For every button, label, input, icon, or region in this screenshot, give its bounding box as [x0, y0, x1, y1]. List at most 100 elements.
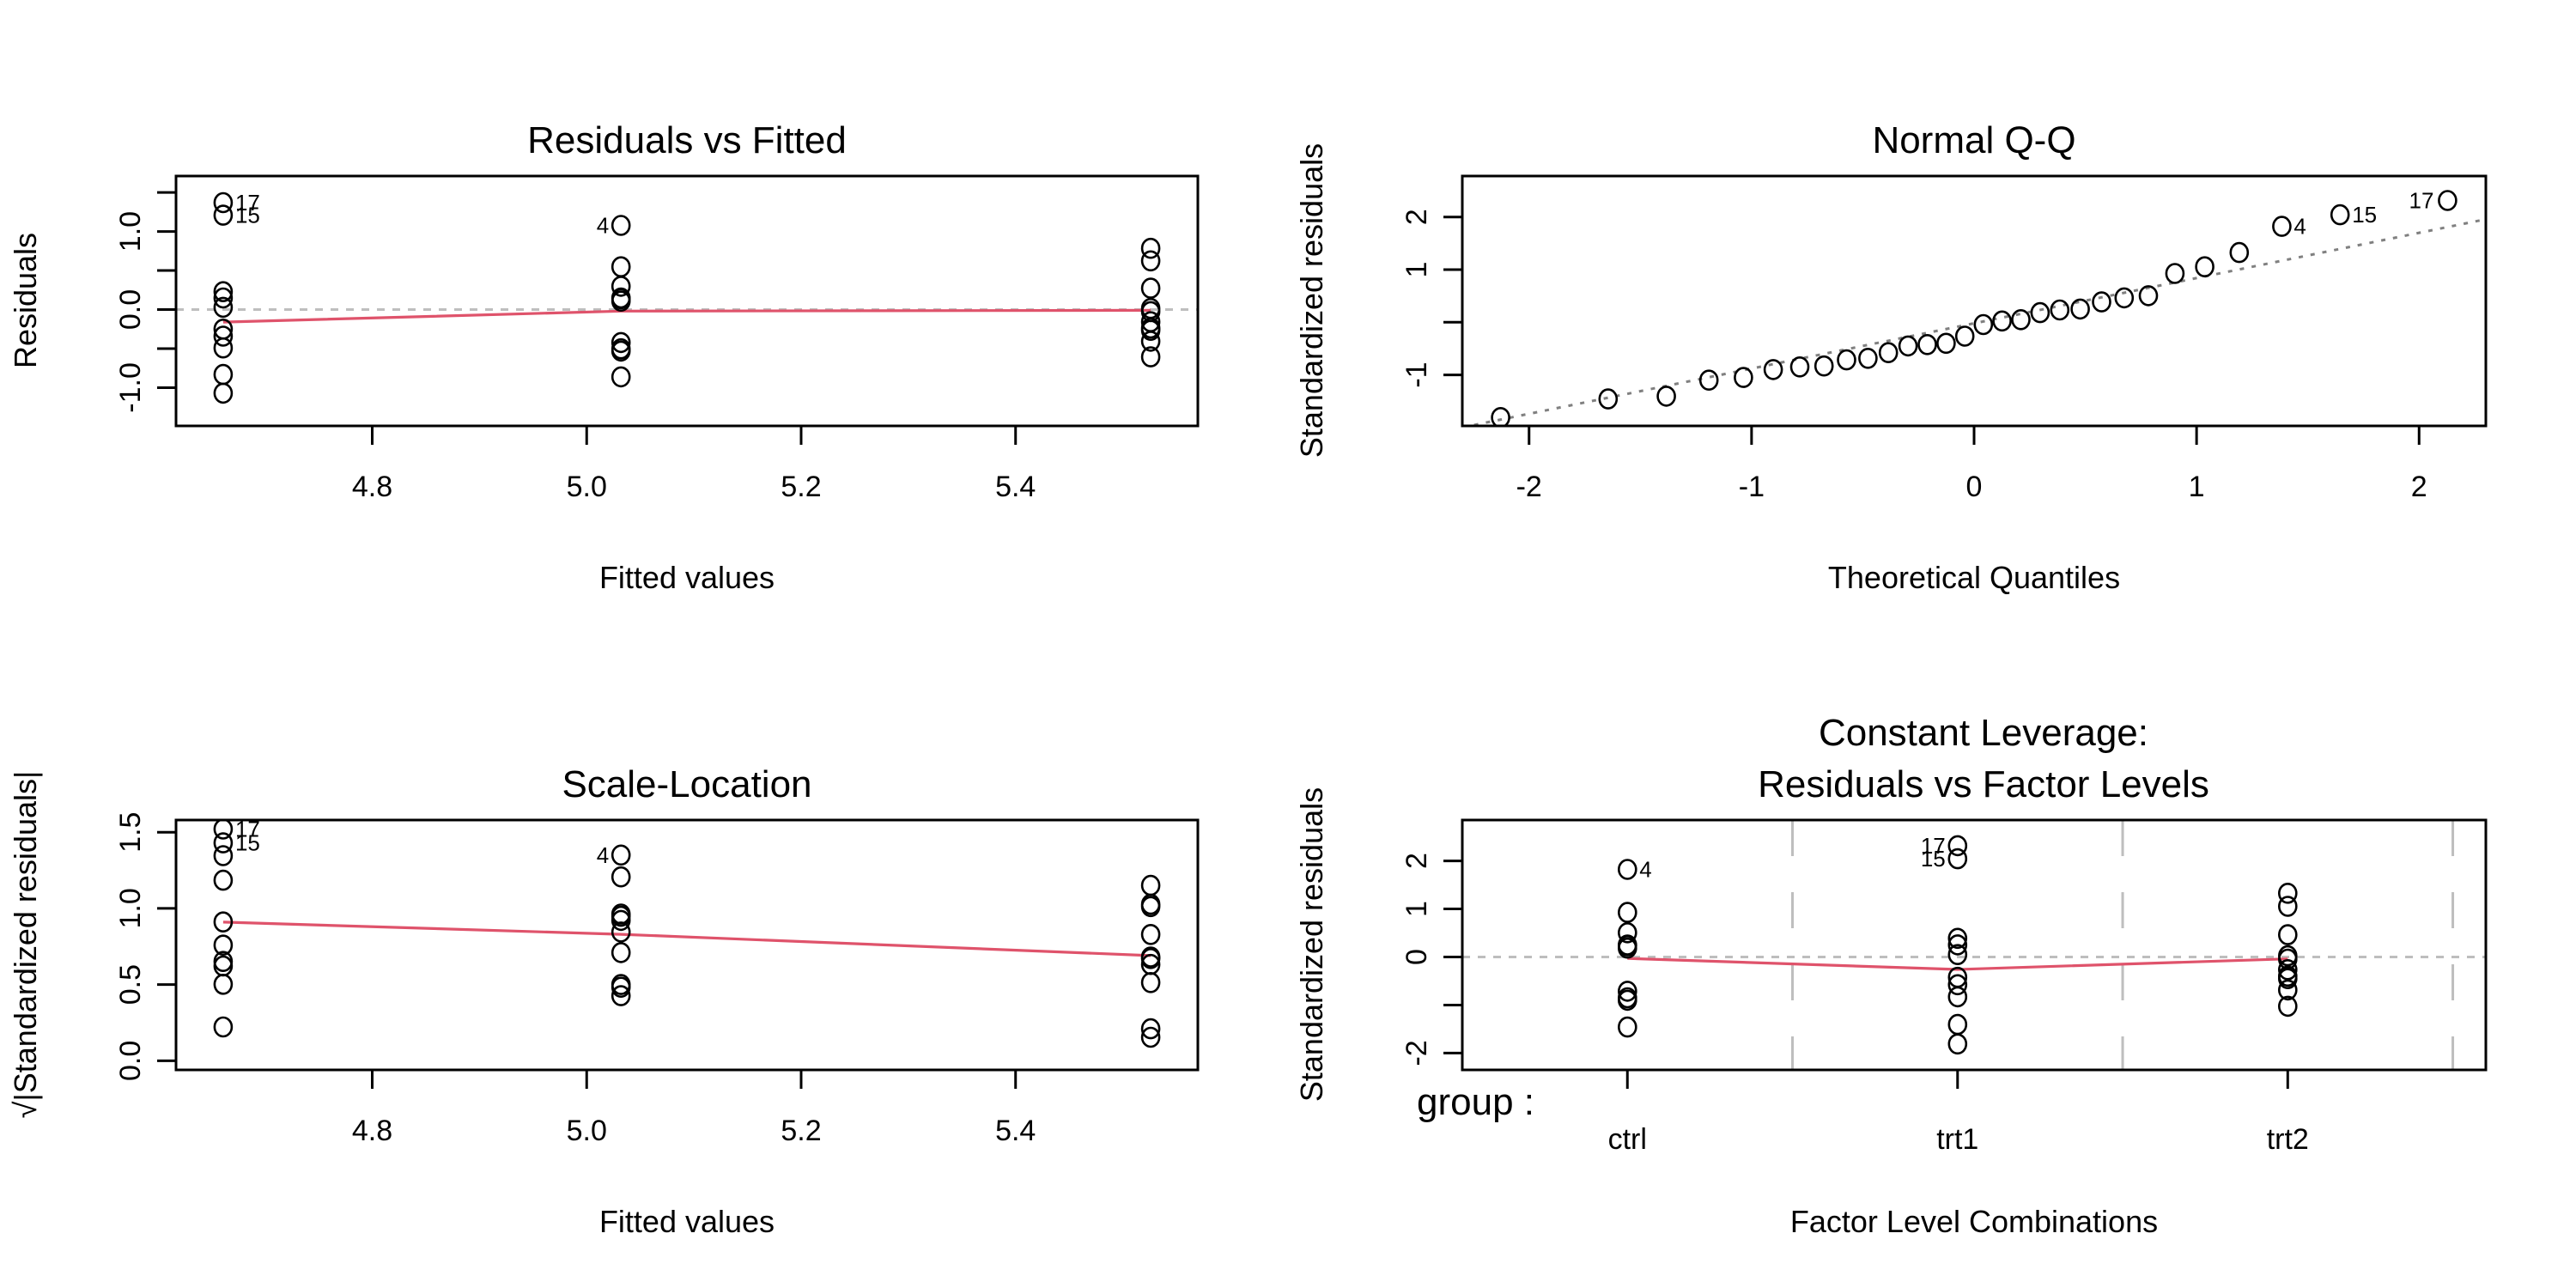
data-point — [213, 869, 234, 891]
data-point — [1140, 1026, 1161, 1048]
x-axis-label: Fitted values — [599, 560, 775, 595]
data-point — [1947, 944, 1968, 965]
point-id-label: 17 — [235, 190, 260, 216]
data-point — [1898, 335, 1918, 357]
data-point — [1140, 948, 1161, 969]
y-tick-label: 0.0 — [114, 1041, 147, 1081]
data-point — [1618, 859, 1637, 880]
data-point — [213, 363, 234, 386]
data-point — [1954, 325, 1975, 347]
data-point — [1618, 902, 1637, 923]
data-point — [1618, 937, 1637, 959]
panel-scale-location: Scale-Location Fitted values √|Standardi… — [8, 763, 1200, 1239]
data-point — [611, 337, 631, 360]
y-tick-label: 1 — [1400, 262, 1433, 278]
panel-subtitle: Residuals vs Factor Levels — [1758, 763, 2209, 805]
x-tick-label: 5.4 — [995, 1115, 1036, 1147]
data-point — [1947, 848, 1968, 870]
y-tick-label: 1 — [1400, 901, 1433, 917]
data-point — [2278, 959, 2298, 981]
data-point — [2114, 287, 2135, 309]
data-point — [2278, 924, 2298, 945]
panel-residuals-vs-factor-levels: Constant Leverage: Residuals vs Factor L… — [1294, 712, 2488, 1239]
data-point — [213, 1016, 234, 1038]
data-point — [2438, 190, 2458, 211]
data-point — [1618, 1016, 1637, 1038]
panel-title: Residuals vs Fitted — [527, 119, 847, 161]
data-point — [611, 331, 631, 354]
data-point — [2138, 285, 2159, 307]
data-point — [1491, 407, 1510, 426]
data-point — [611, 844, 631, 866]
data-point — [213, 845, 234, 866]
data-point — [2011, 308, 2031, 331]
data-point — [1947, 974, 1968, 996]
x-tick-label: 5.0 — [567, 471, 607, 503]
point-id-label: 4 — [597, 212, 609, 238]
data-point — [1140, 972, 1161, 993]
x-axis-label: Theoretical Quantiles — [1828, 560, 2120, 595]
x-tick-label: -2 — [1516, 471, 1542, 503]
y-axis-label: Standardized residuals — [1294, 787, 1329, 1102]
data-point — [1973, 313, 1994, 336]
data-point — [2278, 883, 2298, 904]
data-point — [213, 832, 234, 854]
data-point — [1936, 332, 1956, 355]
y-tick-label: 1.0 — [114, 211, 147, 252]
data-point — [2070, 298, 2090, 320]
data-point — [213, 325, 234, 347]
point-id-label: 4 — [1639, 856, 1651, 882]
data-point — [213, 911, 234, 933]
data-point — [1140, 311, 1161, 333]
data-point — [213, 191, 234, 214]
data-point — [1598, 388, 1619, 410]
y-axis-label: Residuals — [8, 233, 43, 368]
x-tick-label: 1 — [2189, 471, 2205, 503]
point-id-label: 15 — [235, 203, 260, 228]
y-axis-label: Standardized residuals — [1294, 143, 1329, 458]
x-tick-label: 5.2 — [781, 1115, 821, 1147]
data-point — [1618, 922, 1637, 944]
y-tick-label: 2 — [1400, 853, 1433, 869]
data-point — [1140, 250, 1161, 272]
smooth-line — [1627, 957, 2288, 971]
x-tick-label: 2 — [2411, 471, 2427, 503]
plot-frame — [174, 818, 1200, 1072]
x-tick-label: 5.0 — [567, 1115, 607, 1147]
data-point — [1618, 981, 1637, 1002]
data-point — [1789, 355, 1810, 378]
data-point — [213, 820, 234, 840]
data-point — [1947, 1033, 1968, 1055]
data-point — [213, 955, 234, 977]
data-point — [611, 976, 631, 998]
point-id-label: 17 — [1921, 833, 1946, 859]
smooth-line — [222, 920, 1151, 957]
plot-frame — [1461, 818, 2488, 1072]
data-point — [2272, 216, 2292, 237]
data-point — [213, 934, 234, 956]
data-point — [1140, 874, 1161, 896]
data-point — [611, 290, 631, 313]
data-point — [1858, 347, 1878, 369]
data-point — [611, 921, 631, 943]
data-point — [213, 382, 234, 404]
x-tick-label: -1 — [1739, 471, 1765, 503]
data-point — [2030, 301, 2050, 324]
data-point — [213, 281, 234, 303]
data-point — [611, 866, 631, 888]
panel-normal-qq: Normal Q-Q Theoretical Quantiles Standar… — [1294, 119, 2488, 595]
data-point — [611, 942, 631, 963]
y-tick-label: 1.0 — [114, 888, 147, 928]
smooth-line — [222, 308, 1151, 324]
y-tick-label: -1.0 — [114, 362, 147, 413]
x-tick-label: 0 — [1966, 471, 1983, 503]
x-tick-label: ctrl — [1608, 1123, 1647, 1156]
data-point — [213, 204, 234, 226]
panel-title: Normal Q-Q — [1872, 119, 2075, 161]
data-point — [1992, 310, 2012, 332]
plot-area — [1462, 820, 2486, 1070]
data-point — [1140, 953, 1161, 975]
plot-area — [213, 820, 1161, 1048]
